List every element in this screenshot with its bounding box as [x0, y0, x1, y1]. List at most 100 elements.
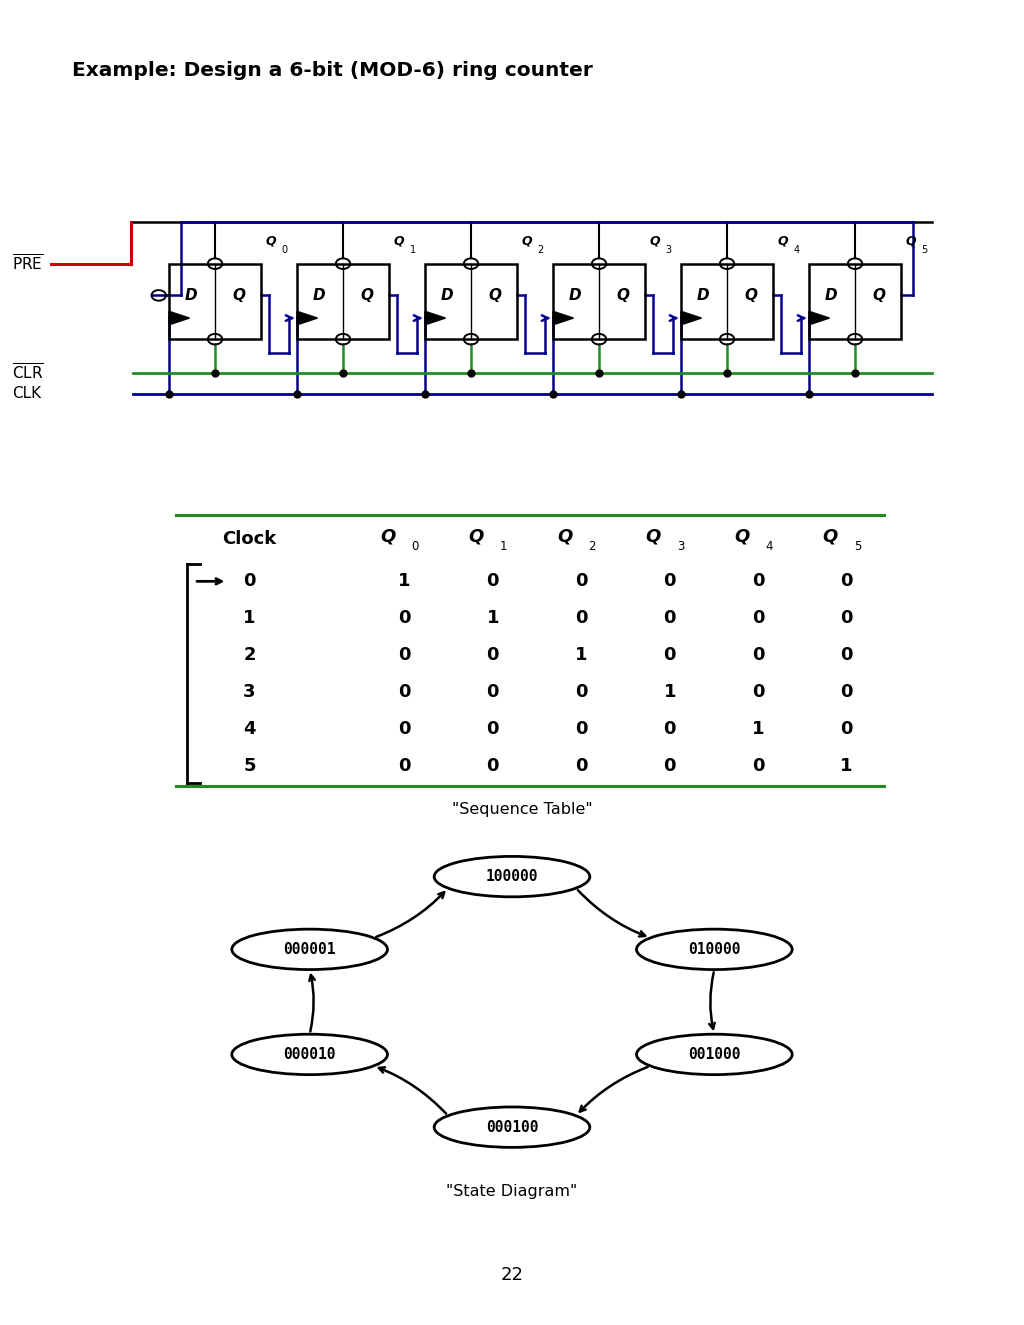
Text: D: D	[440, 288, 454, 303]
Polygon shape	[425, 311, 445, 325]
Text: $\overline{\rm PRE}$: $\overline{\rm PRE}$	[12, 253, 44, 274]
Text: D: D	[312, 288, 326, 303]
Text: 0: 0	[486, 757, 499, 775]
Text: 0: 0	[752, 610, 765, 627]
Text: 0: 0	[398, 647, 411, 664]
Text: Q: Q	[777, 235, 787, 246]
Text: 0: 0	[752, 647, 765, 664]
Text: 0: 0	[841, 647, 853, 664]
Text: Q: Q	[488, 288, 502, 303]
Text: 0: 0	[664, 610, 676, 627]
Text: 0: 0	[486, 572, 499, 591]
Text: 0: 0	[841, 684, 853, 701]
Text: "Sequence Table": "Sequence Table"	[452, 802, 593, 816]
Text: D: D	[824, 288, 838, 303]
Text: 000001: 000001	[284, 942, 336, 957]
Text: 0: 0	[841, 610, 853, 627]
Text: 010000: 010000	[688, 942, 740, 957]
Text: 4: 4	[794, 245, 800, 254]
Text: 22: 22	[501, 1267, 523, 1284]
Text: 0: 0	[664, 647, 676, 664]
Text: 0: 0	[574, 684, 588, 701]
Text: D: D	[184, 288, 198, 303]
Bar	[553, 264, 645, 339]
Text: Q: Q	[393, 235, 403, 246]
Text: Q: Q	[822, 527, 838, 546]
Text: 5: 5	[854, 539, 861, 553]
Text: Clock: Clock	[222, 530, 276, 547]
Text: 0: 0	[486, 721, 499, 738]
Text: 0: 0	[752, 684, 765, 701]
Text: 0: 0	[243, 572, 256, 591]
Text: 0: 0	[574, 757, 588, 775]
Text: 0: 0	[664, 757, 676, 775]
Text: 4: 4	[243, 721, 256, 738]
Text: 1: 1	[841, 757, 853, 775]
Text: 3: 3	[677, 539, 684, 553]
Text: 0: 0	[574, 610, 588, 627]
Text: 0: 0	[574, 721, 588, 738]
Text: 0: 0	[398, 721, 411, 738]
Text: Q: Q	[380, 527, 395, 546]
Text: 1: 1	[664, 684, 676, 701]
Text: 0: 0	[574, 572, 588, 591]
Bar	[169, 264, 261, 339]
Text: CLK: CLK	[12, 386, 41, 401]
Polygon shape	[809, 311, 829, 325]
Text: Q: Q	[360, 288, 374, 303]
Text: Q: Q	[469, 527, 484, 546]
Text: 1: 1	[410, 245, 416, 254]
Text: 0: 0	[486, 684, 499, 701]
Polygon shape	[681, 311, 701, 325]
Bar	[681, 264, 773, 339]
Text: 0: 0	[398, 684, 411, 701]
Text: 000100: 000100	[485, 1120, 539, 1134]
Text: 100000: 100000	[485, 869, 539, 884]
Text: Q: Q	[616, 288, 630, 303]
Text: 0: 0	[412, 539, 419, 553]
Text: Q: Q	[649, 235, 659, 246]
Text: 0: 0	[841, 721, 853, 738]
Text: 4: 4	[766, 539, 773, 553]
Text: 0: 0	[664, 721, 676, 738]
Text: 3: 3	[243, 684, 256, 701]
Text: 5: 5	[922, 245, 928, 254]
Text: 1: 1	[500, 539, 508, 553]
Text: 0: 0	[398, 757, 411, 775]
Bar	[809, 264, 901, 339]
Text: Q: Q	[645, 527, 660, 546]
Text: Q: Q	[557, 527, 572, 546]
Text: 0: 0	[752, 757, 765, 775]
Text: 0: 0	[398, 610, 411, 627]
Text: Q: Q	[232, 288, 246, 303]
Text: 0: 0	[282, 245, 288, 254]
Text: 0: 0	[486, 647, 499, 664]
Text: 2: 2	[243, 647, 256, 664]
Bar	[297, 264, 389, 339]
Text: 1: 1	[752, 721, 765, 738]
Text: "State Diagram": "State Diagram"	[446, 1185, 578, 1199]
Text: 2: 2	[538, 245, 544, 254]
Text: 000010: 000010	[284, 1047, 336, 1061]
Text: 1: 1	[398, 572, 411, 591]
Text: 3: 3	[666, 245, 672, 254]
Text: Q: Q	[265, 235, 275, 246]
Text: Q: Q	[905, 235, 915, 246]
Text: 001000: 001000	[688, 1047, 740, 1061]
Text: 2: 2	[589, 539, 596, 553]
Text: 0: 0	[752, 572, 765, 591]
Text: $\overline{\rm CLR}$: $\overline{\rm CLR}$	[12, 363, 44, 383]
Text: 1: 1	[574, 647, 588, 664]
Text: D: D	[696, 288, 710, 303]
Bar	[425, 264, 517, 339]
Text: 0: 0	[841, 572, 853, 591]
Text: 1: 1	[243, 610, 256, 627]
Polygon shape	[297, 311, 317, 325]
Text: Q: Q	[872, 288, 886, 303]
Text: Q: Q	[744, 288, 758, 303]
Polygon shape	[169, 311, 189, 325]
Text: Q: Q	[521, 235, 531, 246]
Text: Example: Design a 6-bit (MOD-6) ring counter: Example: Design a 6-bit (MOD-6) ring cou…	[72, 61, 593, 81]
Text: 5: 5	[243, 757, 256, 775]
Text: D: D	[568, 288, 582, 303]
